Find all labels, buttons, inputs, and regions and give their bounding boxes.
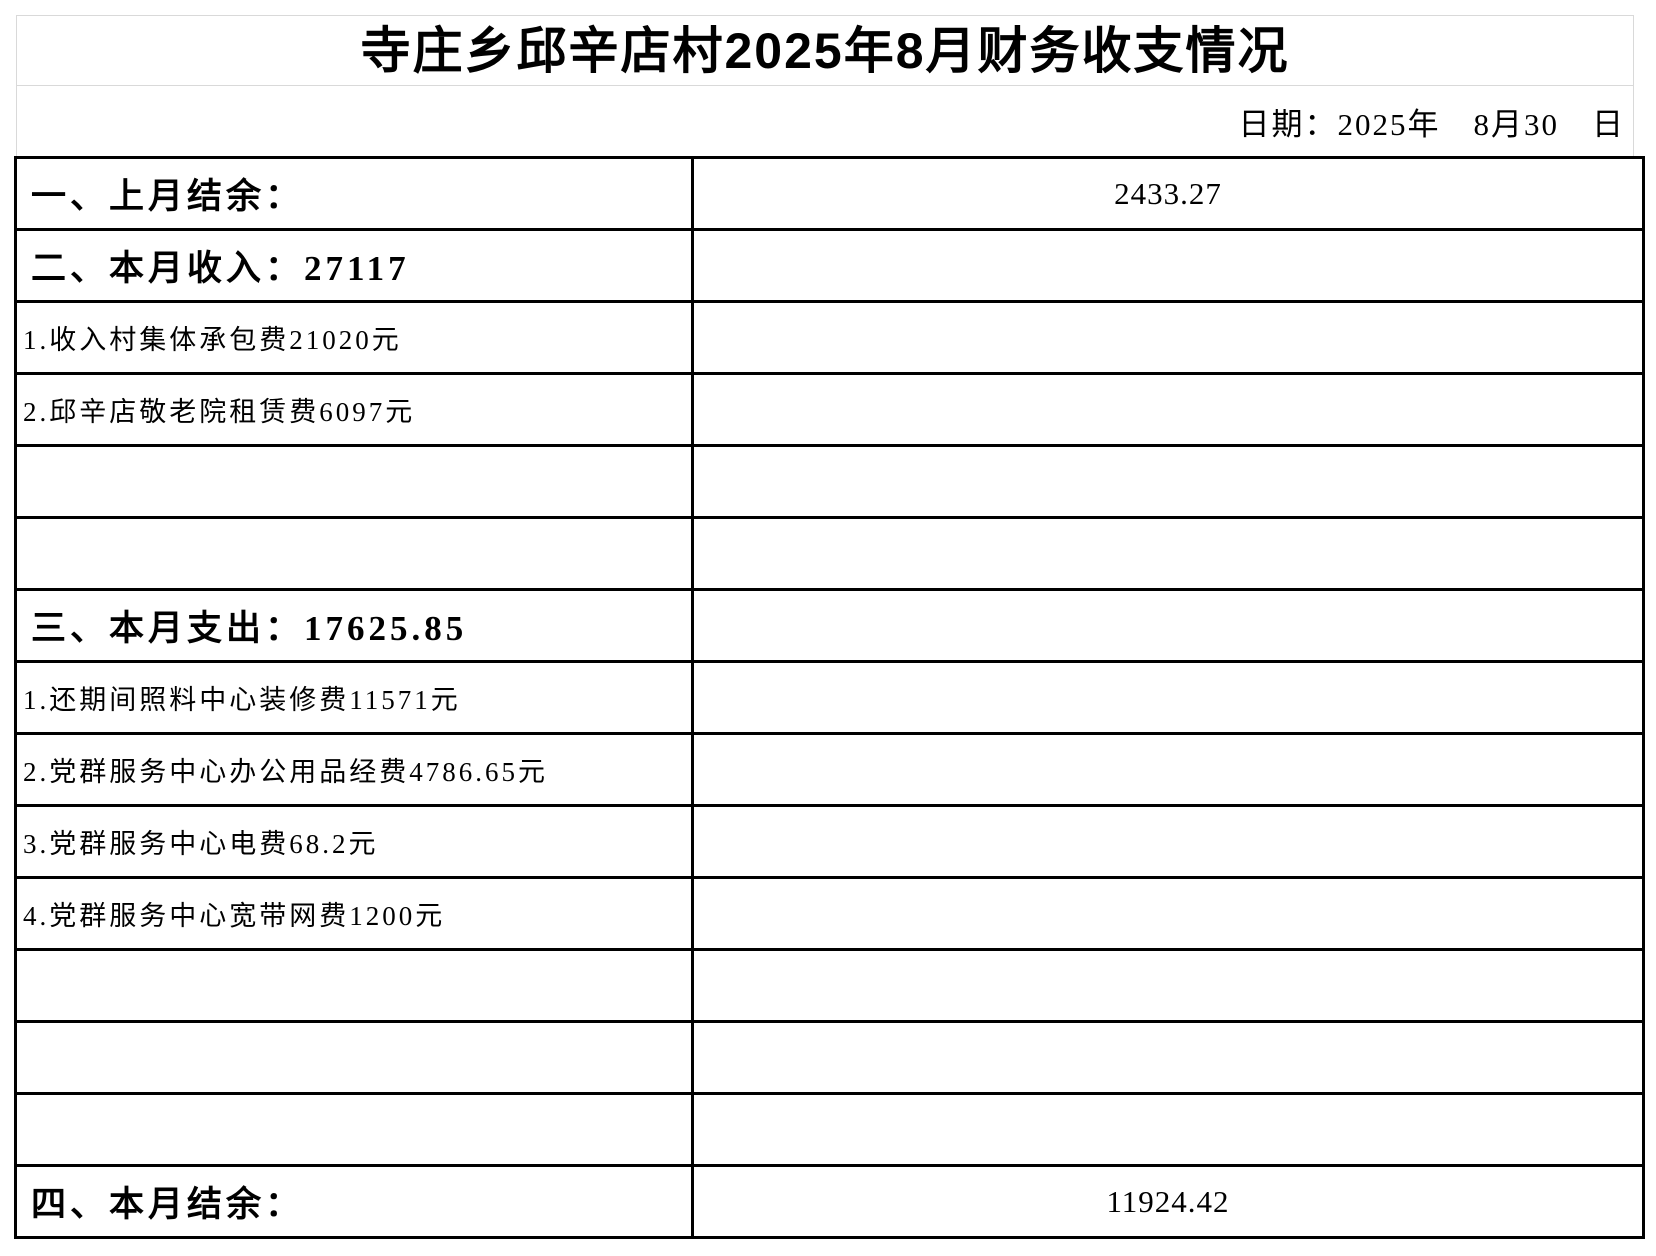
- row-label-cell: 2.邱辛店敬老院租赁费6097元: [14, 372, 694, 447]
- row-value-cell: [691, 660, 1645, 735]
- report-title-row: 寺庄乡邱辛店村2025年8月财务收支情况: [17, 16, 1633, 86]
- table-row: 3.党群服务中心电费68.2元: [14, 804, 1645, 879]
- table-row: 三、本月支出：17625.85: [14, 588, 1645, 663]
- row-value-cell: [691, 876, 1645, 951]
- table-row: 四、本月结余： 11924.42: [14, 1164, 1645, 1239]
- row-label-cell: 三、本月支出：17625.85: [14, 588, 694, 663]
- page-title: 寺庄乡邱辛店村2025年8月财务收支情况: [360, 22, 1290, 79]
- row-value-cell: [691, 444, 1645, 519]
- row-value-cell: [691, 948, 1645, 1023]
- row-label-cell: 1.收入村集体承包费21020元: [14, 300, 694, 375]
- finance-table: 一、上月结余： 2433.27 二、本月收入：27117 1.收入村集体承包费2102…: [14, 156, 1645, 1239]
- row-label-cell: [14, 1020, 694, 1095]
- row-label-cell: 2.党群服务中心办公用品经费4786.65元: [14, 732, 694, 807]
- row-label-cell: 4.党群服务中心宽带网费1200元: [14, 876, 694, 951]
- row-value-cell: [691, 732, 1645, 807]
- row-value-cell: [691, 1092, 1645, 1167]
- finance-table-body: 一、上月结余： 2433.27 二、本月收入：27117 1.收入村集体承包费2102…: [14, 156, 1645, 1239]
- row-value-cell: [691, 300, 1645, 375]
- row-label-cell: [14, 444, 694, 519]
- table-row: 2.党群服务中心办公用品经费4786.65元: [14, 732, 1645, 807]
- table-row: [14, 444, 1645, 519]
- report-date: 日期：2025年 8月30 日: [1238, 106, 1625, 142]
- row-value-cell: [691, 804, 1645, 879]
- report-header: 寺庄乡邱辛店村2025年8月财务收支情况 日期：2025年 8月30 日: [16, 15, 1634, 156]
- table-row: [14, 948, 1645, 1023]
- row-value-cell: 11924.42: [691, 1164, 1645, 1239]
- row-label-cell: [14, 948, 694, 1023]
- table-row: 一、上月结余： 2433.27: [14, 156, 1645, 231]
- table-row: 1.还期间照料中心装修费11571元: [14, 660, 1645, 735]
- table-row: [14, 1092, 1645, 1167]
- table-row: 1.收入村集体承包费21020元: [14, 300, 1645, 375]
- table-row: [14, 1020, 1645, 1095]
- row-label-cell: 1.还期间照料中心装修费11571元: [14, 660, 694, 735]
- report-date-row: 日期：2025年 8月30 日: [17, 86, 1633, 156]
- row-value-cell: [691, 1020, 1645, 1095]
- row-label-cell: 四、本月结余：: [14, 1164, 694, 1239]
- row-label-cell: [14, 1092, 694, 1167]
- row-label-cell: [14, 516, 694, 591]
- row-value-cell: [691, 588, 1645, 663]
- table-row: 二、本月收入：27117: [14, 228, 1645, 303]
- row-value-cell: 2433.27: [691, 156, 1645, 231]
- table-row: [14, 516, 1645, 591]
- table-row: 2.邱辛店敬老院租赁费6097元: [14, 372, 1645, 447]
- row-value-cell: [691, 372, 1645, 447]
- table-row: 4.党群服务中心宽带网费1200元: [14, 876, 1645, 951]
- row-label-cell: 3.党群服务中心电费68.2元: [14, 804, 694, 879]
- row-label-cell: 一、上月结余：: [14, 156, 694, 231]
- row-value-cell: [691, 516, 1645, 591]
- row-value-cell: [691, 228, 1645, 303]
- row-label-cell: 二、本月收入：27117: [14, 228, 694, 303]
